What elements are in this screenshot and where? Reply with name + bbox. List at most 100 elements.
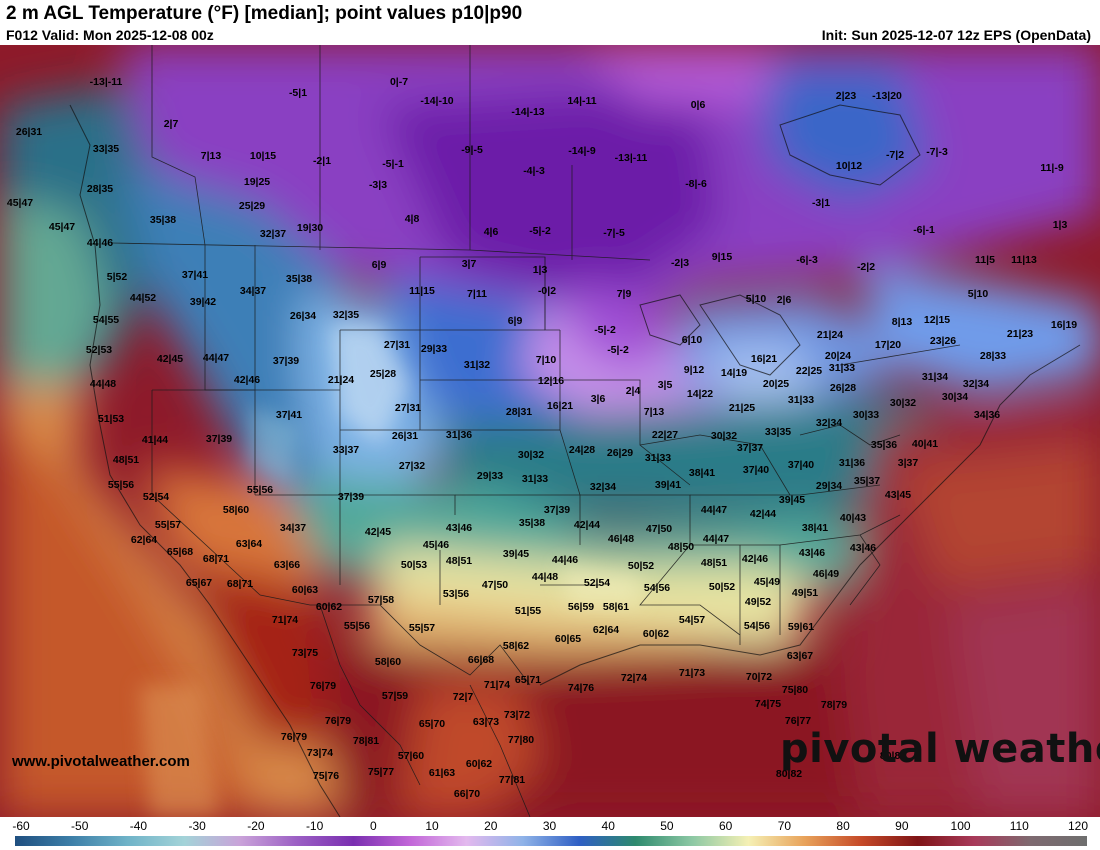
map-background xyxy=(0,45,1100,817)
point-value: 37|41 xyxy=(275,409,303,421)
point-value: 10|15 xyxy=(249,150,277,162)
point-value: 26|29 xyxy=(606,447,634,459)
point-value: 3|37 xyxy=(897,457,919,469)
point-value: 37|40 xyxy=(742,464,770,476)
point-value: -9|-5 xyxy=(461,144,483,156)
point-value: -2|3 xyxy=(670,257,690,269)
point-value: 43|46 xyxy=(798,547,826,559)
point-value: 30|32 xyxy=(889,397,917,409)
point-value: 28|31 xyxy=(505,406,533,418)
point-value: 6|10 xyxy=(681,334,703,346)
point-value: 34|37 xyxy=(279,522,307,534)
point-value: 37|39 xyxy=(272,355,300,367)
point-value: -3|3 xyxy=(368,179,388,191)
point-value: 0|-7 xyxy=(389,76,409,88)
point-value: 2|7 xyxy=(163,118,179,130)
point-value: 27|31 xyxy=(394,402,422,414)
point-value: 54|56 xyxy=(643,582,671,594)
point-value: 52|54 xyxy=(142,491,170,503)
point-value: 32|34 xyxy=(815,417,843,429)
point-value: 7|13 xyxy=(643,406,665,418)
point-value: -5|-2 xyxy=(607,344,629,356)
point-value: 5|52 xyxy=(106,271,128,283)
point-value: 30|34 xyxy=(941,391,969,403)
point-value: 27|31 xyxy=(383,339,411,351)
point-value: -14|-13 xyxy=(511,106,545,118)
point-value: 75|80 xyxy=(781,684,809,696)
point-value: 48|51 xyxy=(112,454,140,466)
point-value: 11|5 xyxy=(975,254,995,266)
point-value: 47|50 xyxy=(481,579,509,591)
point-value: 42|45 xyxy=(364,526,392,538)
point-value: 9|12 xyxy=(683,364,705,376)
point-value: 44|47 xyxy=(202,352,230,364)
point-value: -8|-6 xyxy=(685,178,707,190)
point-value: 19|25 xyxy=(243,176,271,188)
point-value: 37|37 xyxy=(736,442,764,454)
point-value: 37|41 xyxy=(181,269,209,281)
point-value: 76|79 xyxy=(309,680,337,692)
point-value: 37|39 xyxy=(543,504,571,516)
point-value: -2|1 xyxy=(312,155,332,167)
point-value: 29|33 xyxy=(476,470,504,482)
point-value: 52|54 xyxy=(583,577,611,589)
point-value: 27|32 xyxy=(398,460,426,472)
point-value: 21|24 xyxy=(327,374,355,386)
point-value: 65|67 xyxy=(185,577,213,589)
point-value: 35|38 xyxy=(518,517,546,529)
coastlines xyxy=(69,104,1081,817)
point-value: 73|75 xyxy=(291,647,319,659)
point-value: 2|6 xyxy=(776,294,792,306)
legend-tick: -10 xyxy=(305,819,324,833)
point-value: 72|7 xyxy=(452,691,474,703)
point-value: 50|52 xyxy=(627,560,655,572)
point-value: 78|81 xyxy=(352,735,380,747)
legend-colorbar xyxy=(15,836,1087,846)
legend-tick: 30 xyxy=(542,819,557,833)
map-header: 2 m AGL Temperature (°F) [median]; point… xyxy=(0,0,1100,45)
point-value: -0|2 xyxy=(537,285,557,297)
point-value: 49|51 xyxy=(791,587,819,599)
point-value: 76|77 xyxy=(784,715,812,727)
point-value: 48|50 xyxy=(667,541,695,553)
point-value: 34|36 xyxy=(973,409,1001,421)
state-borders xyxy=(111,45,961,817)
point-value: 73|72 xyxy=(503,709,531,721)
point-value: 32|34 xyxy=(962,378,990,390)
point-value: 35|38 xyxy=(149,214,177,226)
init-time: Init: Sun 2025-12-07 12z EPS (OpenData) xyxy=(821,27,1091,43)
point-value: 32|37 xyxy=(259,228,287,240)
point-value: 14|19 xyxy=(720,367,748,379)
point-value: 66|68 xyxy=(467,654,495,666)
point-value: 65|71 xyxy=(514,674,542,686)
point-value: -7|-3 xyxy=(926,146,948,158)
point-value: 16|21 xyxy=(546,400,574,412)
point-value: 16|19 xyxy=(1050,319,1078,331)
brand-logo: pivotal weather xyxy=(780,726,1100,772)
point-value: 60|62 xyxy=(642,628,670,640)
point-value: 29|34 xyxy=(815,480,843,492)
temperature-map: -13|-11 -5|1 0|-7 -14|-10 -14|-13 14|-11 0|6 2|… xyxy=(0,45,1100,817)
point-value: 21|23 xyxy=(1006,328,1034,340)
map-title: 2 m AGL Temperature (°F) [median]; point… xyxy=(6,3,523,24)
point-value: 55|56 xyxy=(343,620,371,632)
point-value: 31|32 xyxy=(463,359,491,371)
point-value: -13|-11 xyxy=(89,76,123,88)
point-value: 26|34 xyxy=(289,310,317,322)
point-value: 72|74 xyxy=(620,672,648,684)
point-value: 12|15 xyxy=(923,314,951,326)
point-value: 5|10 xyxy=(745,293,767,305)
point-value: 65|70 xyxy=(418,718,446,730)
point-value: 58|62 xyxy=(502,640,530,652)
point-value: 53|56 xyxy=(442,588,470,600)
point-value: 55|56 xyxy=(246,484,274,496)
point-value: 31|36 xyxy=(445,429,473,441)
point-value: 42|46 xyxy=(741,553,769,565)
legend-tick: 60 xyxy=(718,819,733,833)
point-value: 17|20 xyxy=(874,339,902,351)
point-value: 56|59 xyxy=(567,601,595,613)
point-value: 43|46 xyxy=(849,542,877,554)
point-value: 59|61 xyxy=(787,621,815,633)
point-value: 54|56 xyxy=(743,620,771,632)
point-value: 46|48 xyxy=(607,533,635,545)
